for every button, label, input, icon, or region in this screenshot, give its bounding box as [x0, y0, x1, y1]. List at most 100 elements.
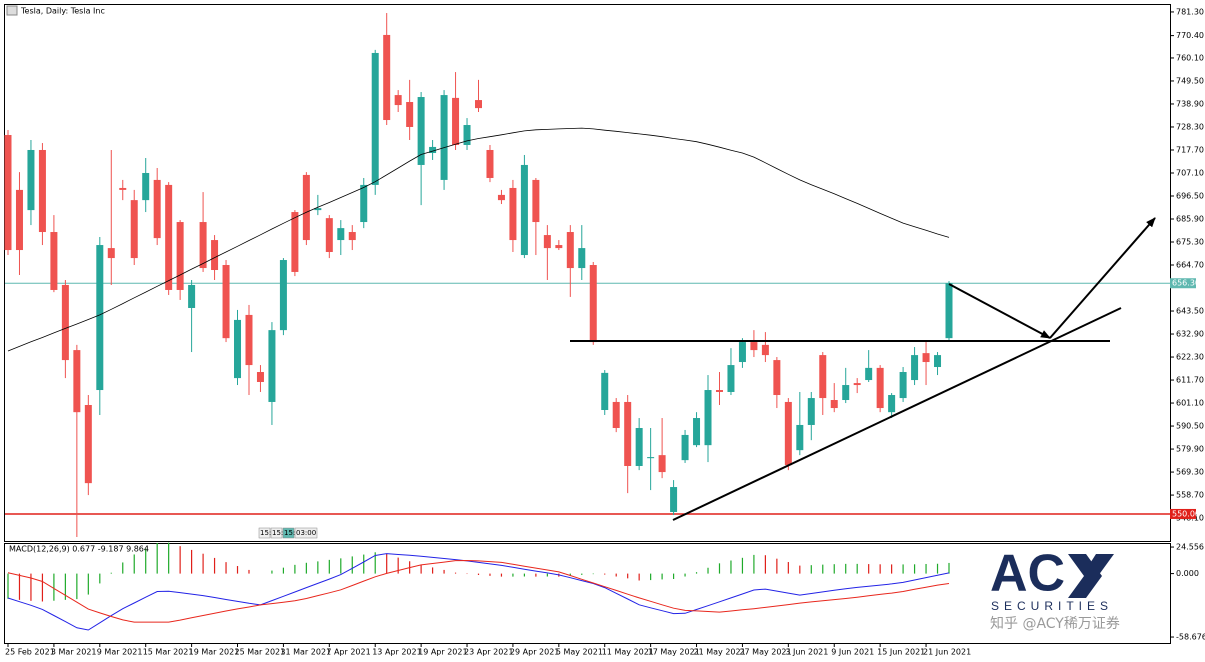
- candle-body: [211, 240, 219, 271]
- candle-body: [371, 52, 379, 185]
- candle-body: [417, 97, 425, 165]
- candle-body: [693, 418, 701, 446]
- level-label: 656.30: [1172, 279, 1200, 288]
- candle-body: [38, 149, 46, 233]
- arrow: [948, 283, 1051, 339]
- candle-body: [394, 95, 402, 106]
- candle-body: [555, 245, 563, 249]
- candle-body: [566, 232, 574, 269]
- candle-body: [4, 135, 12, 251]
- candle-body: [704, 390, 712, 446]
- candle-body: [199, 222, 207, 269]
- candle-body: [325, 218, 333, 252]
- y-tick-label: 675.30: [1176, 238, 1204, 247]
- candle-body: [624, 401, 632, 466]
- y-tick-label: 622.30: [1176, 353, 1204, 362]
- level-label-bg: [1170, 508, 1196, 519]
- watermark: 知乎 @ACY稀万证券: [990, 615, 1120, 632]
- candle-body: [601, 372, 609, 410]
- x-tick-label: 25 Mar 2021: [235, 648, 286, 657]
- candle-body: [509, 187, 517, 241]
- level-label-bg: [1170, 278, 1196, 289]
- timer-cell: [294, 527, 318, 539]
- candle-body: [142, 172, 150, 201]
- candle-body: [188, 284, 196, 308]
- candle-body: [61, 284, 69, 361]
- candle-body: [222, 265, 230, 339]
- candle-body: [681, 434, 689, 461]
- y-tick-label: 781.30: [1176, 7, 1204, 16]
- candle-body: [497, 194, 505, 201]
- y-tick-label: 0.000: [1176, 569, 1199, 578]
- candle-body: [578, 248, 586, 269]
- x-tick-label: 5 May 2021: [556, 648, 603, 657]
- y-tick-label: 24.556: [1176, 543, 1204, 552]
- candle-body: [314, 208, 322, 211]
- x-tick-label: 25 Feb 2021: [5, 648, 55, 657]
- candle-body: [532, 179, 540, 223]
- y-tick-label: 664.70: [1176, 261, 1204, 270]
- timer-text: 03:00: [296, 529, 316, 537]
- y-tick-label: 707.10: [1176, 168, 1204, 177]
- indicator-label: MACD(12,26,9) 0.677 -9.187 9.864: [9, 545, 149, 554]
- y-tick-label: -58.676: [1176, 633, 1205, 642]
- candle-body: [842, 385, 850, 401]
- y-tick-label: 590.50: [1176, 422, 1204, 431]
- x-tick-label: 13 Apr 2021: [372, 648, 421, 657]
- timer-text: 15:: [260, 529, 271, 537]
- candle-body: [658, 455, 666, 473]
- candle-body: [773, 360, 781, 396]
- candle-body: [383, 34, 391, 121]
- candle-body: [406, 102, 414, 127]
- x-tick-label: 29 Apr 2021: [510, 648, 559, 657]
- candle-body: [440, 95, 448, 180]
- y-tick-label: 738.90: [1176, 99, 1204, 108]
- timer-text: 15:: [272, 529, 283, 537]
- candle-body: [761, 344, 769, 356]
- candle-body: [727, 365, 735, 392]
- y-tick-label: 579.90: [1176, 445, 1204, 454]
- timer-cell: [270, 527, 283, 539]
- x-tick-label: 27 May 2021: [739, 648, 791, 657]
- x-tick-label: 23 Apr 2021: [464, 648, 513, 657]
- candle-body: [234, 319, 242, 379]
- candle-body: [50, 232, 58, 290]
- candle-body: [945, 283, 953, 339]
- candle-body: [73, 350, 81, 413]
- candle-body: [130, 200, 138, 259]
- y-tick-label: 632.90: [1176, 330, 1204, 339]
- x-tick-label: 19 Mar 2021: [189, 648, 240, 657]
- x-tick-label: 19 Apr 2021: [418, 648, 467, 657]
- logo-brand: AC: [990, 545, 1065, 603]
- x-tick-label: 15 Mar 2021: [143, 648, 194, 657]
- candle-body: [520, 164, 528, 256]
- trend-line: [672, 307, 1122, 521]
- candle-body: [119, 187, 127, 190]
- x-tick-label: 3 Jun 2021: [785, 648, 828, 657]
- x-tick-label: 11 May 2021: [602, 648, 654, 657]
- candle-body: [750, 342, 758, 351]
- x-tick-label: 15 Jun 2021: [877, 648, 925, 657]
- candle-body: [888, 395, 896, 413]
- main-frame: [4, 4, 1171, 542]
- candle-body: [256, 372, 264, 382]
- candle-body: [738, 342, 746, 363]
- timer-cell: [282, 527, 295, 539]
- candle-body: [922, 353, 930, 363]
- candle-body: [784, 401, 792, 466]
- candle-body: [612, 401, 620, 429]
- candle-body: [429, 146, 437, 154]
- candle-body: [486, 149, 494, 178]
- macd-line: [7, 553, 950, 631]
- logo-mark: [1089, 554, 1114, 576]
- y-tick-label: 696.50: [1176, 191, 1204, 200]
- candle-body: [911, 355, 919, 381]
- moving-average: [7, 127, 950, 352]
- candle-body: [475, 100, 482, 109]
- x-tick-label: 21 Jun 2021: [923, 648, 971, 657]
- candle-body: [107, 248, 115, 259]
- y-tick-label: 760.10: [1176, 53, 1204, 62]
- candle-body: [360, 184, 368, 223]
- candle-body: [165, 184, 173, 290]
